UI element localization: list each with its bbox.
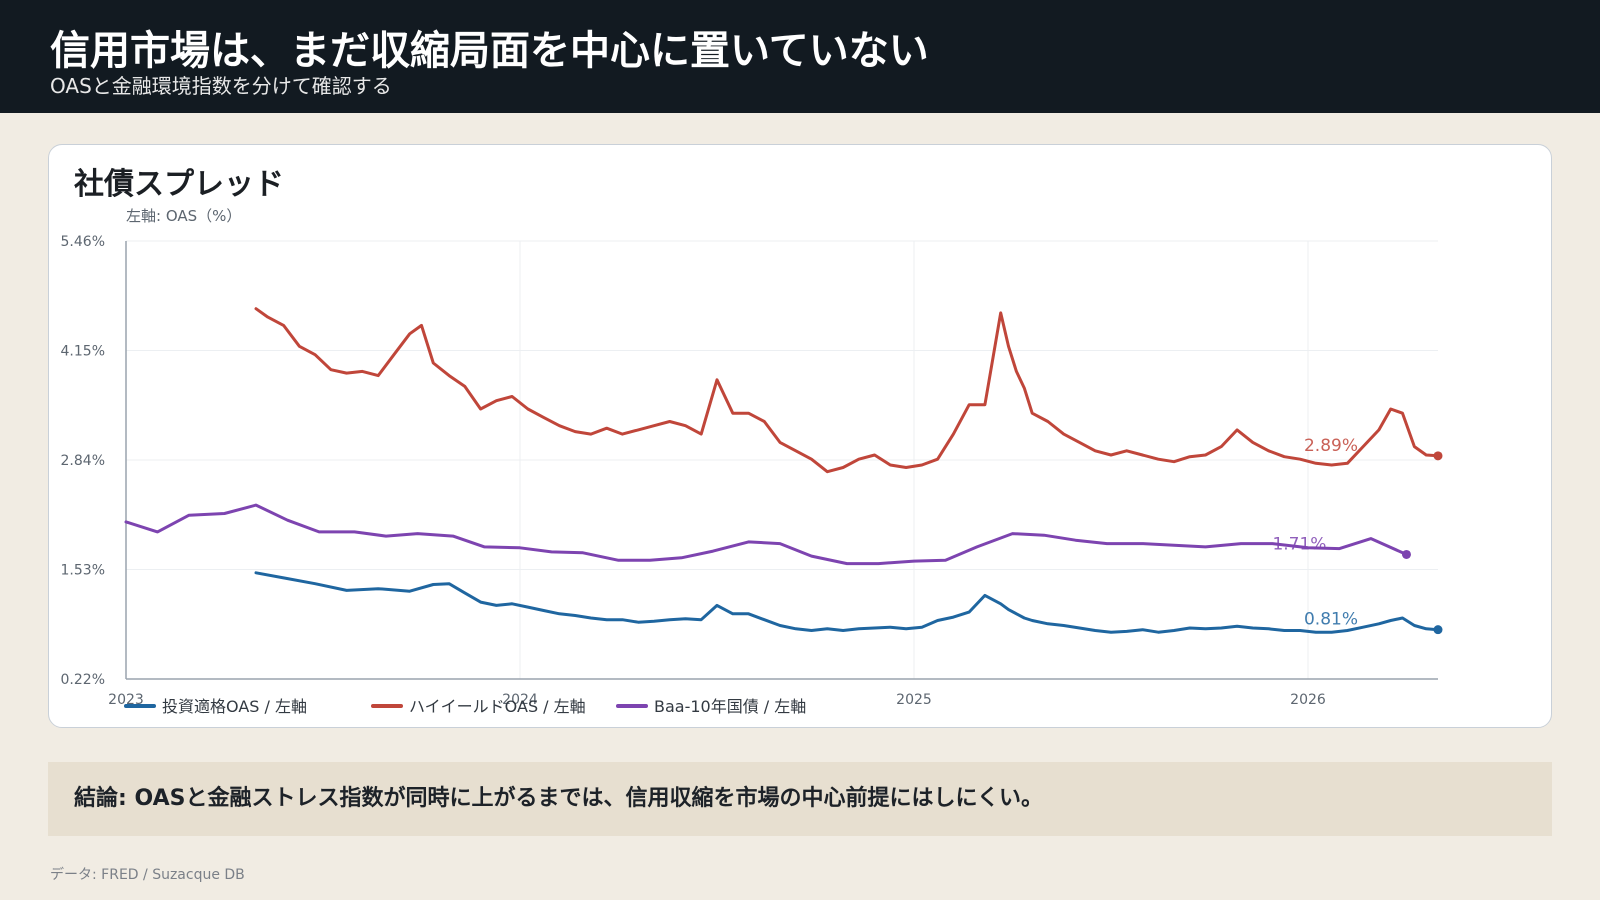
ig-series-line: [254, 571, 1440, 634]
baa-series-line: [124, 503, 1408, 566]
ig-series-legend-label: 投資適格OAS / 左軸: [162, 697, 307, 716]
hy-series-end-label: 2.89%: [1304, 436, 1358, 456]
conclusion-box: 結論: OASと金融ストレス指数が同時に上がるまでは、信用収縮を市場の中心前提に…: [48, 762, 1552, 836]
chart-title: 社債スプレッド: [74, 167, 284, 202]
source-note: データ: FRED / Suzacque DB: [50, 867, 245, 883]
y-tick-label: 5.46%: [61, 234, 105, 250]
x-tick-label: 2025: [896, 692, 932, 708]
page-title: 信用市場は、まだ収縮局面を中心に置いていない: [50, 28, 929, 74]
y-axis-title: 左軸: OAS（%）: [126, 207, 242, 225]
y-tick-label: 4.15%: [61, 344, 105, 360]
ig-series-end-point: [1433, 625, 1443, 635]
chart-card: 社債スプレッド 左軸: OAS（%） 0.22% 1.53% 2.84% 4.15% 5…: [48, 144, 1552, 728]
hy-series-legend-label: ハイイールドOAS / 左軸: [409, 697, 586, 716]
y-tick-label: 2.84%: [61, 453, 105, 469]
baa-series-end-label: 1.71%: [1272, 534, 1326, 554]
page-subtitle: OASと金融環境指数を分けて確認する: [50, 74, 392, 98]
hy-series-end-point: [1433, 451, 1443, 461]
conclusion-text: 結論: OASと金融ストレス指数が同時に上がるまでは、信用収縮を市場の中心前提に…: [74, 786, 1044, 811]
y-tick-label: 0.22%: [61, 672, 105, 688]
header: 信用市場は、まだ収縮局面を中心に置いていない OASと金融環境指数を分けて確認す…: [0, 0, 1600, 113]
baa-series-legend-label: Baa-10年国債 / 左軸: [654, 697, 806, 716]
x-tick-label: 2026: [1290, 692, 1326, 708]
ig-series-end-label: 0.81%: [1304, 610, 1358, 630]
line-chart: 0.22%1.53%2.84%4.15%5.46%2023 2024 2025 202…: [61, 234, 1443, 716]
hy-series-line: [254, 307, 1440, 474]
y-tick-label: 1.53%: [61, 563, 105, 579]
baa-series-end-point: [1401, 549, 1411, 559]
x-tick-label: 2024: [502, 692, 538, 708]
